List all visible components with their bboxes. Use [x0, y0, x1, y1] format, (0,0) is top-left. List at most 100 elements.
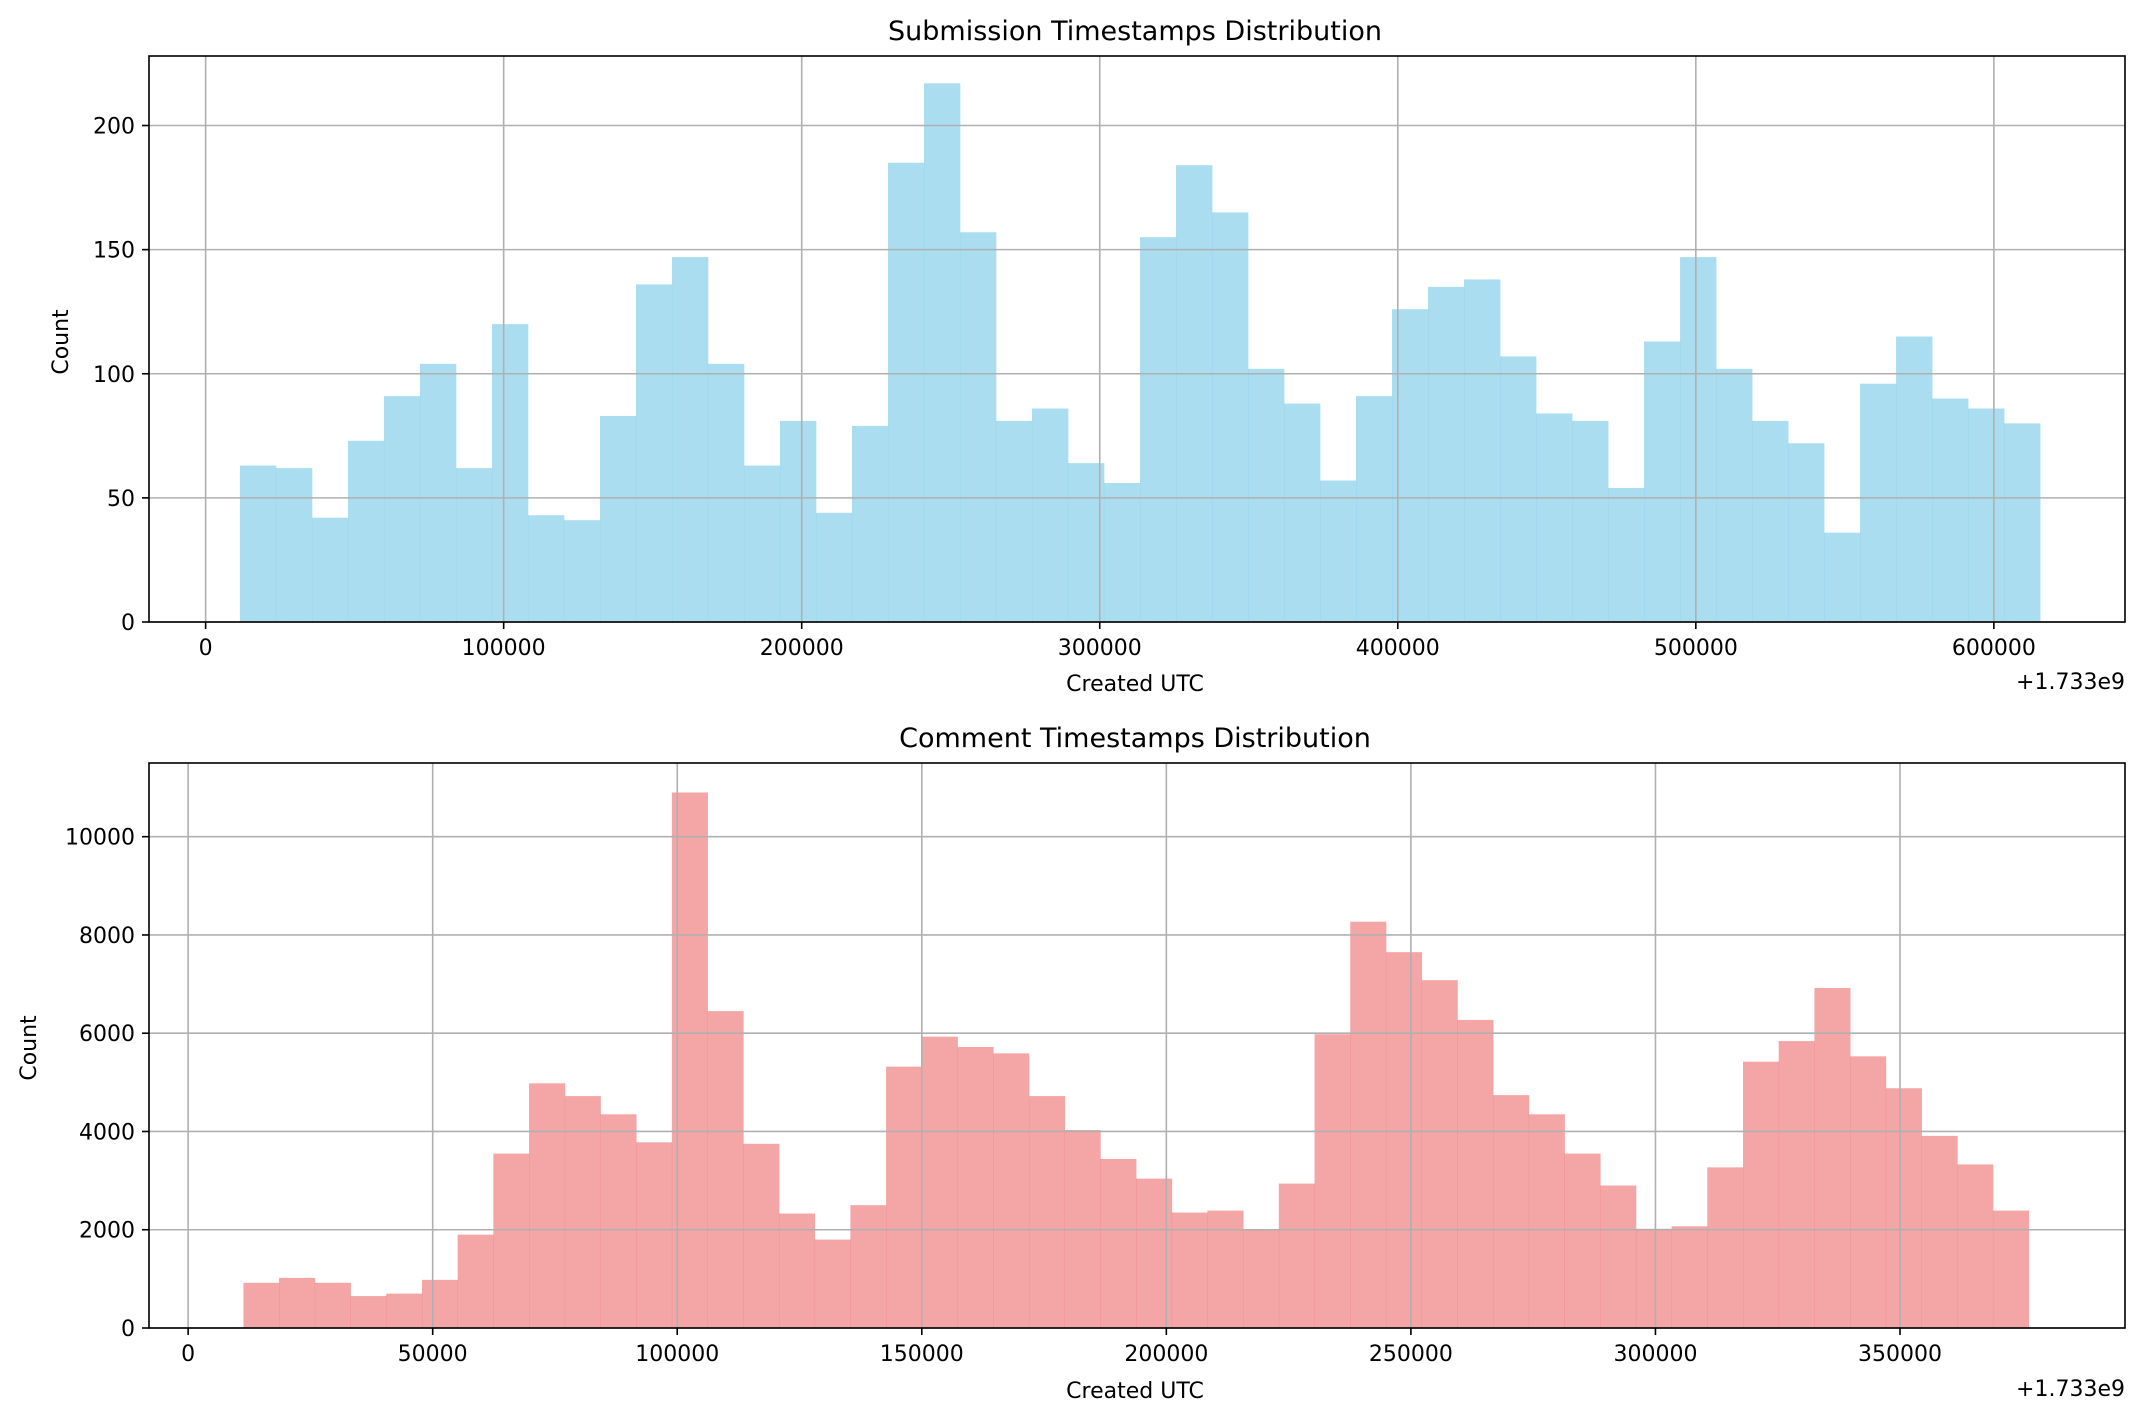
submission-bar — [1824, 532, 1861, 622]
comment-bar — [421, 1279, 459, 1328]
submission-bar — [1283, 403, 1321, 622]
comment-x-tick-label: 150000 — [880, 1342, 964, 1367]
comment-bar — [814, 1239, 851, 1328]
submission-y-tick-label: 50 — [107, 487, 135, 512]
comment-bar — [1243, 1229, 1280, 1328]
submission-x-tick-label: 500000 — [1654, 636, 1738, 661]
submission-bar — [851, 425, 889, 622]
comment-bar — [1278, 1183, 1315, 1328]
comment-bar — [1992, 1210, 2030, 1328]
comment-bar — [1028, 1096, 1066, 1328]
submission-bar — [743, 465, 781, 622]
comment-bar — [1207, 1210, 1244, 1328]
submission-y-tick-label: 150 — [93, 239, 135, 264]
comment-plot-frame — [148, 762, 2126, 1329]
submission-bar — [815, 512, 853, 622]
comment-bar — [529, 1083, 566, 1328]
submission-bar — [1644, 341, 1681, 622]
submission-bar — [1716, 368, 1753, 622]
comment-x-axis-label: Created UTC — [1066, 1379, 1204, 1404]
comment-bar — [743, 1143, 780, 1328]
comment-bar — [707, 1011, 744, 1328]
submission-bar — [671, 257, 709, 622]
submission-bar — [1932, 398, 1969, 622]
submission-bar — [1860, 383, 1897, 622]
submission-x-tick-label: 0 — [199, 636, 213, 661]
submission-histogram-panel: Submission Timestamps Distribution Creat… — [49, 16, 2126, 697]
submission-bar — [635, 284, 673, 622]
comment-bar — [1957, 1164, 1994, 1328]
comment-bar — [1743, 1061, 1780, 1328]
comment-bar — [1921, 1135, 1958, 1328]
submission-chart-title: Submission Timestamps Distribution — [888, 16, 1382, 47]
submission-bar — [1608, 487, 1645, 622]
comment-x-tick-label: 50000 — [398, 1342, 468, 1367]
submission-bar — [383, 396, 421, 622]
submission-bar — [1752, 420, 1789, 622]
submission-x-tick-label: 600000 — [1952, 636, 2036, 661]
comment-y-axis-label: Count — [17, 1015, 42, 1081]
comment-bar — [1100, 1158, 1137, 1328]
comment-x-tick-label: 300000 — [1613, 1342, 1697, 1367]
submission-x-tick-label: 400000 — [1356, 636, 1440, 661]
submission-x-tick-label: 200000 — [760, 636, 844, 661]
submission-bar — [1320, 480, 1357, 622]
submission-bar — [1680, 257, 1717, 622]
submission-bar — [1536, 413, 1573, 622]
comment-x-tick-label: 200000 — [1124, 1342, 1208, 1367]
comment-histogram-panel: Comment Timestamps Distribution Created … — [17, 723, 2126, 1404]
comment-chart-title: Comment Timestamps Distribution — [899, 723, 1371, 754]
submission-bar — [1067, 463, 1105, 622]
submission-bar — [599, 415, 637, 622]
comment-y-tick-label: 4000 — [79, 1120, 135, 1145]
submission-bars — [239, 83, 2041, 623]
comment-y-tick-label: 10000 — [65, 826, 135, 851]
comment-x-offset-label: +1.733e9 — [2016, 1377, 2125, 1402]
comment-bar — [350, 1296, 387, 1328]
submission-x-axis-label: Created UTC — [1066, 672, 1204, 697]
submission-bar — [455, 468, 493, 622]
submission-plot-frame — [148, 55, 2126, 623]
comment-bar — [1885, 1088, 1922, 1328]
comment-x-tick-label: 0 — [181, 1342, 195, 1367]
comment-x-tick-label: 250000 — [1369, 1342, 1453, 1367]
comment-bar — [886, 1066, 923, 1328]
submission-x-tick-label: 100000 — [462, 636, 546, 661]
comment-bar — [850, 1205, 887, 1328]
submission-y-tick-label: 100 — [93, 363, 135, 388]
comment-bar — [1493, 1095, 1530, 1328]
comment-y-tick-label: 6000 — [79, 1022, 135, 1047]
comment-bars — [243, 792, 2030, 1328]
comment-bar — [1350, 921, 1387, 1328]
comment-bar — [1671, 1226, 1708, 1328]
comment-bar — [1600, 1185, 1637, 1328]
comment-bar — [1171, 1212, 1208, 1328]
comment-bar — [1850, 1056, 1887, 1328]
comment-bar — [386, 1293, 423, 1328]
submission-bar — [707, 363, 745, 622]
comment-x-tick-label: 100000 — [635, 1342, 719, 1367]
submission-bar — [239, 465, 277, 622]
comment-bar — [957, 1046, 994, 1328]
submission-bar — [1428, 286, 1465, 622]
comment-x-tick-label: 350000 — [1858, 1342, 1942, 1367]
submission-bar — [1572, 420, 1609, 622]
comment-bar — [493, 1153, 530, 1328]
submission-y-axis-label: Count — [49, 309, 74, 375]
comment-bar — [1564, 1153, 1601, 1328]
comment-bar — [993, 1053, 1030, 1328]
comment-bar — [636, 1142, 673, 1328]
submission-bar — [1788, 443, 1825, 622]
submission-bar — [1356, 396, 1393, 622]
submission-bar — [995, 420, 1033, 622]
submission-bar — [887, 162, 925, 622]
comment-bar — [314, 1282, 351, 1328]
comment-bar — [921, 1036, 958, 1328]
submission-bar — [1247, 368, 1285, 622]
comment-bar — [457, 1234, 494, 1328]
submission-bar — [419, 363, 457, 622]
comment-bar — [600, 1114, 637, 1328]
submission-x-tick-label: 300000 — [1058, 636, 1142, 661]
comment-bar — [1457, 1019, 1494, 1328]
